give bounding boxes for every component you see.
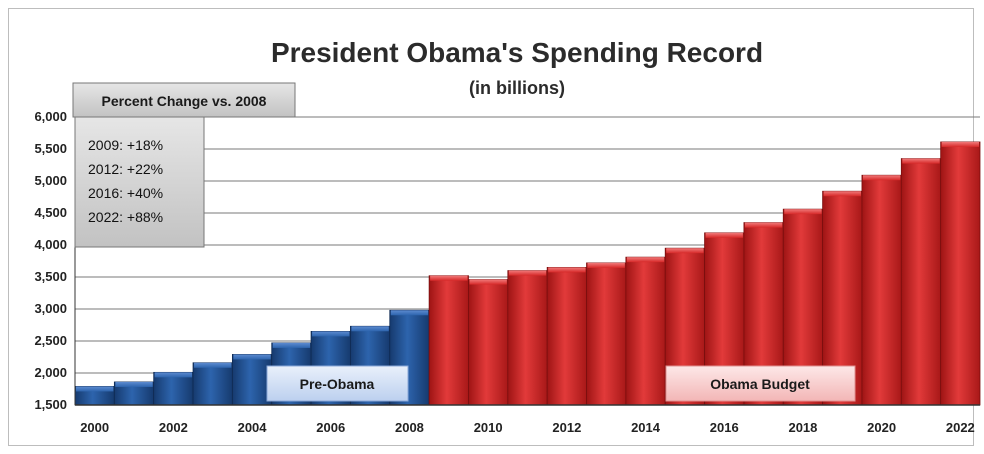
bar-top-highlight [862,175,901,181]
y-tick-label: 4,000 [34,237,67,252]
bar-top-highlight [272,342,311,348]
x-tick-label: 2000 [80,420,109,435]
bar [861,174,902,406]
x-tick-label: 2004 [238,420,268,435]
bar-top-highlight [705,232,743,238]
x-tick-label: 2020 [867,420,896,435]
bar-top-highlight [784,209,822,215]
bar [940,141,981,406]
bar [153,371,194,406]
bar [625,256,666,406]
percent-change-box: Percent Change vs. 2008 2009: +18% 2012:… [72,82,296,248]
bar-top-highlight [312,331,350,337]
x-tick-label: 2016 [710,420,739,435]
legend-obama-budget-box [665,365,856,402]
bar-pre-obama [231,354,273,406]
bar [546,266,587,406]
legend-pre-obama-box [266,365,409,402]
y-tick-label: 6,000 [34,109,67,124]
bar-top-highlight [626,257,665,263]
bar-top-highlight [115,381,153,387]
bar-obama-budget [507,270,548,406]
legend-pre-obama: Pre-Obama [266,365,409,402]
bar-pre-obama [113,381,155,406]
chart-title: President Obama's Spending Record [271,37,763,68]
bar-top-highlight [351,326,389,332]
x-tick-label: 2008 [395,420,424,435]
bar [507,270,548,406]
x-tick-label: 2006 [316,420,345,435]
bar-pre-obama [74,386,115,406]
x-tick-label: 2012 [552,420,581,435]
bar [900,158,942,406]
bar-top-highlight [469,279,507,285]
bar-pre-obama [389,309,430,406]
y-tick-label: 4,500 [34,205,67,220]
x-tick-label: 2010 [474,420,503,435]
bar-top-highlight [941,141,979,147]
legend-obama-budget: Obama Budget [665,365,856,402]
bar [586,262,627,406]
x-axis-ticks: 2000 2002 2004 2006 2008 2010 2012 2014 2016 2018… [80,420,975,435]
bar-top-highlight [430,275,468,281]
bar-obama-budget [940,141,981,406]
bar-top-highlight [154,372,193,378]
bar [428,275,469,406]
bar-top-highlight [744,222,783,228]
bar-top-highlight [902,158,940,164]
bar-obama-budget [428,275,469,406]
bar-pre-obama [153,371,194,406]
bar-top-highlight [587,262,625,268]
bar-top-highlight [823,191,861,197]
bar-top-highlight [194,362,232,368]
bar [468,279,509,406]
y-tick-label: 2,000 [34,365,67,380]
y-axis-ticks: 1,500 2,000 2,500 3,000 3,500 4,000 4,500 5,000… [34,109,67,412]
percent-change-line: 2016: +40% [88,185,163,201]
percent-change-header-box [72,82,296,118]
x-tick-label: 2018 [788,420,817,435]
y-tick-label: 3,500 [34,269,67,284]
y-tick-label: 1,500 [34,397,67,412]
y-tick-label: 3,000 [34,301,67,316]
percent-change-body [74,116,205,248]
bar [192,362,233,406]
bar-top-highlight [666,248,704,254]
percent-change-line: 2012: +22% [88,161,163,177]
x-tick-label: 2014 [631,420,661,435]
y-tick-label: 5,000 [34,173,67,188]
x-tick-label: 2002 [159,420,188,435]
y-tick-label: 5,500 [34,141,67,156]
bar-pre-obama [192,362,233,406]
legend-pre-obama-label: Pre-Obama [300,376,375,392]
bar-obama-budget [900,158,942,406]
bar-obama-budget [546,266,587,406]
chart-subtitle: (in billions) [469,78,565,98]
percent-change-line: 2009: +18% [88,137,163,153]
bar-obama-budget [468,279,509,406]
bar-top-highlight [233,354,271,360]
percent-change-header: Percent Change vs. 2008 [102,93,267,109]
bar-obama-budget [861,174,902,406]
bar-top-highlight [548,267,586,273]
bar [231,354,273,406]
percent-change-line: 2022: +88% [88,209,163,225]
bar-top-highlight [76,386,114,392]
bar-top-highlight [390,310,429,316]
bar-obama-budget [586,262,627,406]
x-tick-label: 2022 [946,420,975,435]
y-tick-label: 2,500 [34,333,67,348]
bar-obama-budget [625,256,666,406]
legend-obama-budget-label: Obama Budget [710,376,810,392]
bar-top-highlight [508,270,547,276]
